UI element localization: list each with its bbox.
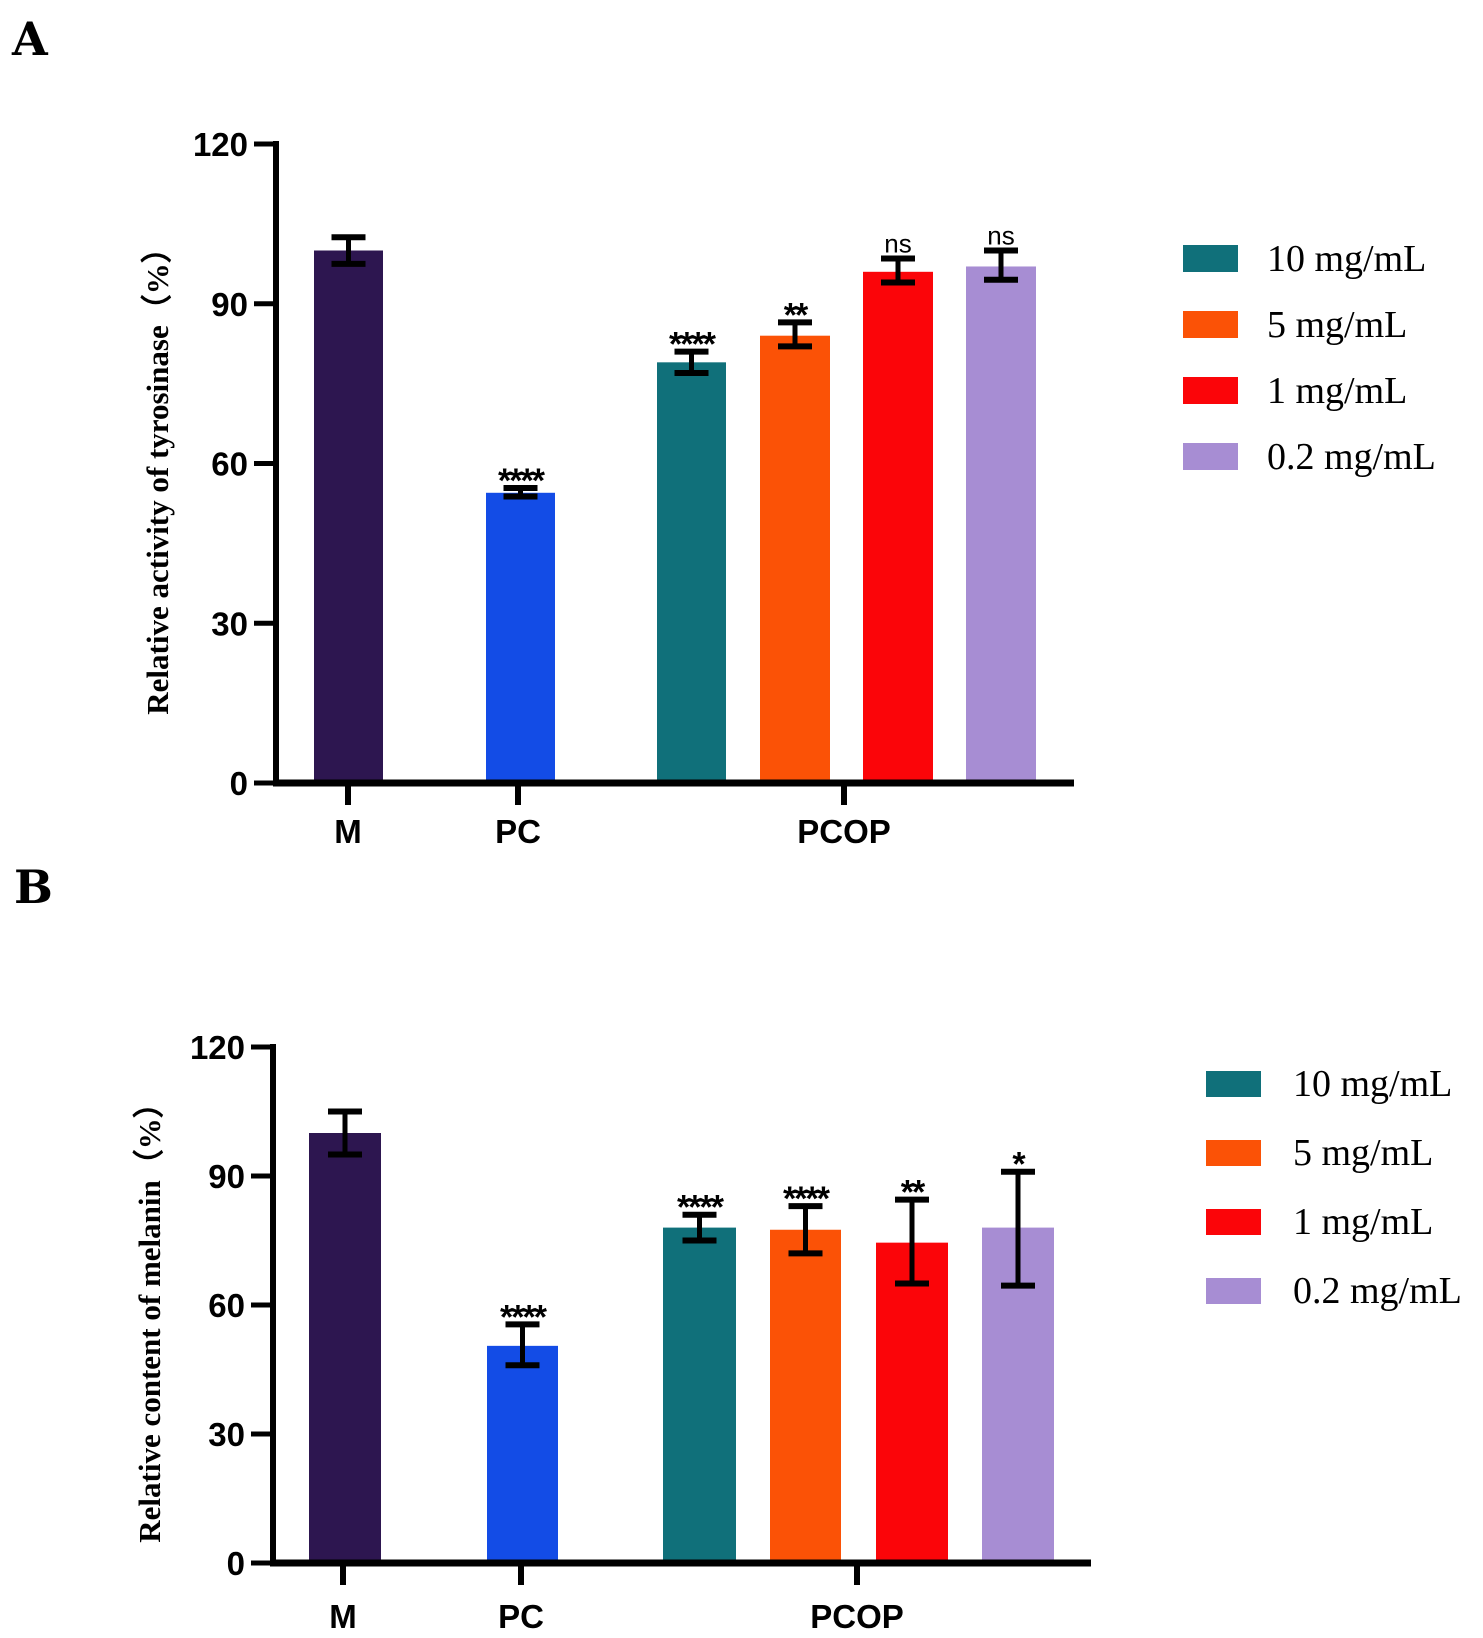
bar-pcop-4 [876,1242,948,1563]
y-tick-label: 90 [208,1158,245,1195]
y-tick-label: 90 [211,286,248,323]
y-tick-label: 120 [193,126,248,163]
bar-pcop-2 [663,1227,736,1563]
y-tick-label: 30 [211,605,248,642]
y-tick-label: 60 [208,1287,245,1324]
significance-label: ns [884,228,911,258]
y-tick-label: 120 [190,1029,245,1066]
legend-label: 1 mg/mL [1293,1201,1433,1243]
legend-label: 0.2 mg/mL [1267,436,1436,478]
legend-swatch [1206,1140,1261,1166]
y-tick-label: 0 [227,1545,245,1582]
legend-label: 0.2 mg/mL [1293,1270,1462,1312]
significance-label: * [1012,1146,1026,1184]
x-tick-label: PC [498,1598,544,1635]
x-tick-label: PCOP [797,813,891,850]
legend-label: 10 mg/mL [1293,1063,1452,1105]
significance-label: **** [500,1298,548,1336]
legend-swatch [1183,443,1238,470]
legend-label: 1 mg/mL [1267,370,1407,412]
bar-pcop-2 [657,362,726,783]
y-tick-label: 0 [230,765,248,802]
legend-swatch [1183,245,1238,272]
bar-pcop-5 [966,266,1036,784]
significance-label: **** [669,326,717,364]
panel-label: A [11,12,49,66]
x-tick-label: PC [495,813,541,850]
y-tick-label: 60 [211,446,248,483]
legend-label: 10 mg/mL [1267,238,1426,280]
significance-label: ** [784,296,809,334]
bar-m-0 [314,250,383,783]
bar-pc-1 [487,1345,558,1563]
legend-swatch [1183,377,1238,404]
legend-swatch [1206,1071,1261,1097]
y-tick-label: 30 [208,1416,245,1453]
bar-pcop-4 [863,271,933,783]
y-axis-label: Relative content of melanin（%） [132,1087,167,1542]
x-tick-label: PCOP [810,1598,904,1635]
x-tick-label: M [334,813,362,850]
significance-label: ns [987,221,1014,251]
panel-label: B [14,860,53,914]
bar-pcop-3 [760,335,830,783]
significance-label: ** [901,1174,926,1212]
legend-swatch [1183,311,1238,338]
significance-label: **** [498,462,546,500]
legend-label: 5 mg/mL [1267,304,1407,346]
bar-pcop-3 [770,1229,841,1563]
legend-swatch [1206,1209,1261,1235]
legend-label: 5 mg/mL [1293,1132,1433,1174]
y-axis-label: Relative activity of tyrosinase（%） [140,232,175,714]
bar-pc-1 [486,492,555,783]
x-tick-label: M [329,1598,357,1635]
legend-swatch [1206,1278,1261,1304]
significance-label: **** [783,1180,831,1218]
significance-label: **** [677,1189,725,1227]
bar-m-0 [309,1133,381,1563]
